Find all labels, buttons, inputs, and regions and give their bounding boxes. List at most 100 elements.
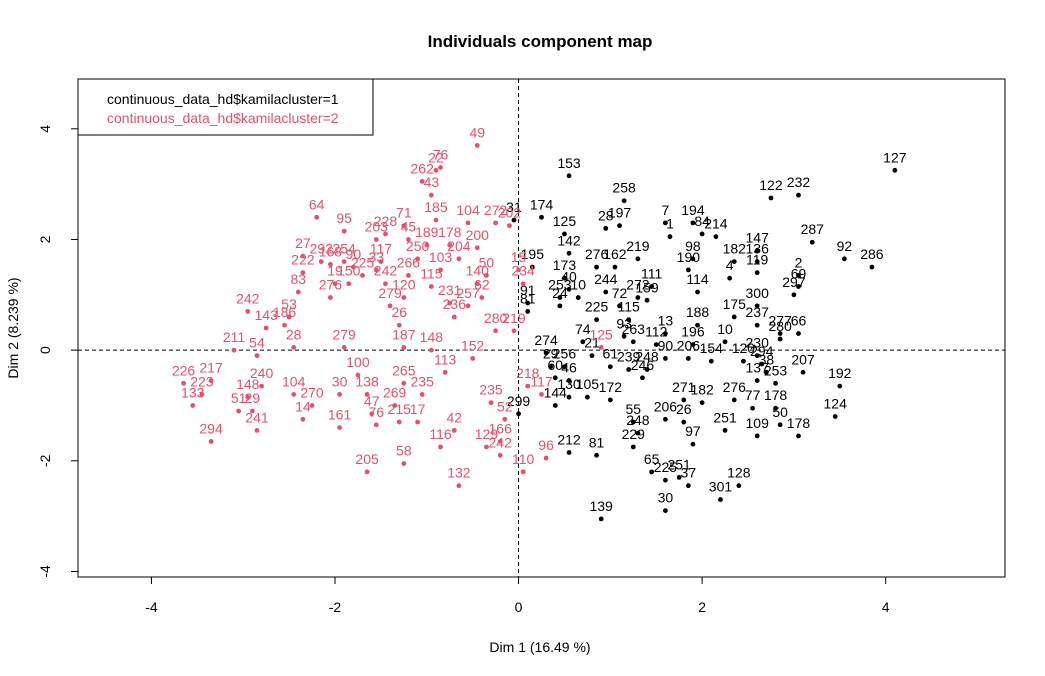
data-point-cluster-1 xyxy=(685,267,691,273)
point-label: 110 xyxy=(512,451,535,467)
point-label: 30 xyxy=(332,373,348,389)
data-point-cluster-1 xyxy=(626,367,632,372)
point-label: 232 xyxy=(787,174,811,190)
data-point-cluster-2 xyxy=(511,328,517,334)
point-label: 127 xyxy=(883,149,907,165)
point-label: 214 xyxy=(704,216,728,232)
point-label: 182 xyxy=(723,241,747,257)
point-label: 81 xyxy=(520,290,536,306)
data-point-cluster-1 xyxy=(754,303,760,309)
data-point-cluster-2 xyxy=(254,427,260,433)
data-point-cluster-2 xyxy=(337,425,342,430)
data-point-cluster-1 xyxy=(607,364,613,370)
point-label: 277 xyxy=(768,313,792,329)
data-point-cluster-1 xyxy=(768,195,774,201)
data-point-cluster-1 xyxy=(731,259,737,264)
point-label: 31 xyxy=(506,199,522,215)
data-point-cluster-2 xyxy=(245,309,251,314)
data-point-cluster-2 xyxy=(424,242,430,248)
data-point-cluster-1 xyxy=(800,369,806,375)
data-point-cluster-2 xyxy=(428,347,434,353)
data-point-cluster-2 xyxy=(263,325,269,331)
point-label: 250 xyxy=(406,238,430,254)
point-label: 152 xyxy=(461,337,485,353)
point-label: 26 xyxy=(676,401,692,417)
point-label: 50 xyxy=(772,404,788,420)
point-label: 265 xyxy=(392,362,416,378)
data-point-cluster-2 xyxy=(428,284,434,289)
point-label: 96 xyxy=(538,437,554,453)
point-label: 53 xyxy=(281,296,297,312)
data-point-cluster-2 xyxy=(433,217,439,223)
data-point-cluster-1 xyxy=(754,248,760,253)
data-point-cluster-1 xyxy=(718,497,723,502)
data-point-cluster-1 xyxy=(649,469,655,475)
point-label: 280 xyxy=(484,310,508,326)
point-label: 248 xyxy=(635,349,659,365)
point-label: 215 xyxy=(388,401,412,417)
data-point-cluster-1 xyxy=(621,333,627,339)
point-label: 166 xyxy=(489,420,513,436)
data-point-cluster-1 xyxy=(598,516,604,522)
point-label: 50 xyxy=(479,254,495,270)
point-label: 114 xyxy=(686,271,709,287)
point-label: 97 xyxy=(685,423,701,439)
point-label: 22 xyxy=(428,149,444,165)
point-label: 42 xyxy=(447,409,463,425)
point-label: 143 xyxy=(254,307,278,323)
x-tick-label: -4 xyxy=(145,599,158,615)
data-point-cluster-1 xyxy=(690,256,696,262)
point-label: 125 xyxy=(553,213,577,229)
data-point-cluster-2 xyxy=(208,378,214,383)
point-label: 136 xyxy=(746,241,770,257)
data-point-cluster-1 xyxy=(543,350,549,356)
point-label: 202 xyxy=(498,205,522,221)
data-point-cluster-2 xyxy=(291,392,297,397)
data-point-cluster-2 xyxy=(373,237,379,242)
point-label: 262 xyxy=(411,160,435,176)
point-label: 270 xyxy=(300,384,324,400)
data-point-cluster-1 xyxy=(630,339,636,345)
data-point-cluster-2 xyxy=(396,322,402,328)
data-point-cluster-1 xyxy=(681,419,687,425)
data-point-cluster-2 xyxy=(373,267,379,273)
point-label: 147 xyxy=(746,230,770,246)
data-point-cluster-2 xyxy=(465,220,471,226)
point-label: 174 xyxy=(530,196,554,212)
point-label: 115 xyxy=(618,299,641,315)
data-point-cluster-1 xyxy=(635,430,641,436)
point-label: 111 xyxy=(641,266,662,282)
data-point-cluster-2 xyxy=(181,380,186,386)
data-point-cluster-1 xyxy=(617,223,622,229)
point-label: 217 xyxy=(199,360,223,376)
data-point-cluster-1 xyxy=(685,483,691,489)
point-label: 276 xyxy=(723,379,747,395)
point-label: 148 xyxy=(236,376,260,392)
point-label: 33 xyxy=(369,249,385,265)
data-point-cluster-1 xyxy=(727,275,733,281)
data-point-cluster-2 xyxy=(341,259,347,264)
point-label: 229 xyxy=(622,426,646,442)
data-point-cluster-1 xyxy=(699,231,705,237)
data-point-cluster-2 xyxy=(419,392,425,397)
data-point-cluster-1 xyxy=(681,397,687,403)
legend-box xyxy=(77,78,374,136)
data-point-cluster-2 xyxy=(406,273,411,278)
data-point-cluster-1 xyxy=(796,192,801,198)
data-point-cluster-1 xyxy=(566,378,572,383)
data-point-cluster-1 xyxy=(539,214,544,220)
data-point-cluster-1 xyxy=(562,364,567,370)
point-label: 154 xyxy=(700,340,724,356)
point-label: 263 xyxy=(622,321,646,337)
data-point-cluster-2 xyxy=(484,444,489,450)
data-point-cluster-2 xyxy=(493,328,499,334)
data-point-cluster-1 xyxy=(644,367,650,372)
point-label: 140 xyxy=(466,263,490,279)
point-label: 253 xyxy=(548,277,572,293)
point-label: 172 xyxy=(599,379,623,395)
point-label: 133 xyxy=(181,384,205,400)
point-label: 286 xyxy=(860,246,884,262)
data-point-cluster-2 xyxy=(520,281,526,287)
data-point-cluster-2 xyxy=(451,314,457,320)
point-label: 294 xyxy=(750,343,774,359)
